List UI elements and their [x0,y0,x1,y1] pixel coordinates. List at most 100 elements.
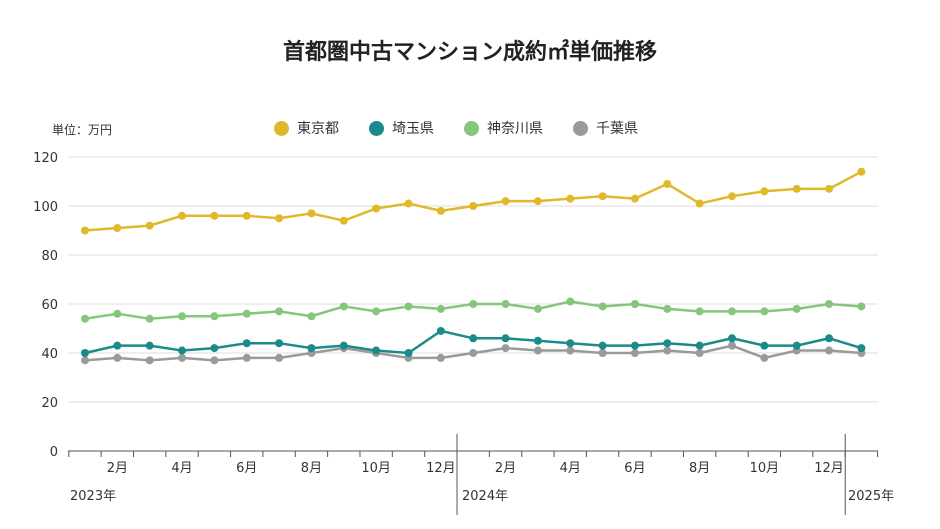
x-tick-label: 2月 [495,461,516,476]
data-point [275,353,284,362]
data-point [275,339,284,348]
data-point [436,353,445,362]
data-point [598,341,607,350]
data-point [663,339,672,348]
data-point [339,302,348,311]
data-point [113,353,122,362]
data-point [695,341,704,350]
data-point [404,302,413,311]
data-point [178,312,187,321]
x-tick-label: 8月 [689,461,710,476]
series-line-東京都 [84,170,862,232]
data-point [242,353,251,362]
data-point [533,304,542,313]
data-point [792,341,801,350]
data-point [436,206,445,215]
y-tick-label: 0 [50,445,58,460]
data-point [857,302,866,311]
legend-item-kanagawa: 神奈川県 [464,118,543,138]
x-tick-label: 10月 [750,461,780,476]
data-point [372,307,381,316]
data-point [630,349,639,357]
data-point [242,309,251,318]
y-tick-label: 80 [41,249,58,264]
legend-item-saitama: 埼玉県 [369,118,434,138]
data-point [825,300,834,308]
data-point [630,300,639,308]
data-point [469,300,478,308]
data-point [372,204,381,213]
data-point [630,341,639,350]
data-point [275,214,284,223]
legend-item-chiba: 千葉県 [573,118,638,138]
data-point [372,346,381,355]
year-label: 2023年 [70,489,116,504]
data-point [242,339,251,348]
data-point [145,221,154,230]
x-tick-label: 6月 [236,461,257,476]
data-point [436,326,445,335]
data-point [760,187,769,196]
data-point [760,307,769,316]
data-point [501,300,510,308]
legend-label: 千葉県 [596,121,638,137]
data-point [242,211,251,220]
data-point [210,211,219,220]
data-point [792,304,801,313]
data-point [760,353,769,362]
data-point [81,356,89,365]
data-point [857,344,866,353]
data-point [210,356,219,365]
data-point [339,341,348,350]
x-tick-label: 4月 [171,461,192,476]
legend-marker [464,120,479,136]
legend-label: 埼玉県 [392,121,434,137]
data-point [598,349,607,357]
data-point [566,339,575,348]
data-point [728,341,736,350]
data-point [695,307,704,316]
data-point [275,307,284,316]
data-point [533,346,542,355]
data-point [307,209,316,218]
data-point [825,346,834,355]
data-point [663,304,672,313]
data-point [630,194,639,203]
data-point [469,334,478,343]
data-point [113,224,122,233]
y-tick-label: 20 [41,396,58,411]
legend-marker [274,120,289,136]
data-point [598,302,607,311]
x-tick-label: 12月 [426,461,456,476]
y-tick-label: 40 [41,347,58,362]
data-point [825,184,834,193]
data-point [728,334,736,343]
data-point [81,349,89,357]
legend-item-tokyo: 東京都 [274,118,339,138]
data-point [178,211,187,220]
data-point [825,334,834,343]
data-point [533,197,542,206]
data-point [728,307,736,316]
chart-title: 首都圏中古マンション成約㎡単価推移 [282,40,657,65]
data-point [760,341,769,350]
year-label: 2024年 [462,489,508,504]
legend-label: 東京都 [297,121,339,137]
data-point [145,341,154,350]
data-point [469,349,478,357]
data-point [566,297,575,306]
year-label: 2025年 [848,489,894,504]
x-tick-label: 4月 [560,461,581,476]
data-point [792,184,801,193]
unit-label: 単位：万円 [52,123,113,137]
data-point [145,356,154,365]
y-tick-label: 100 [33,200,58,215]
data-point [663,179,672,188]
data-point [81,314,89,323]
data-point [81,226,89,235]
data-point [533,336,542,345]
x-tick-label: 8月 [301,461,322,476]
x-tick-label: 2月 [107,461,128,476]
y-tick-label: 60 [41,298,58,313]
data-point [501,344,510,353]
